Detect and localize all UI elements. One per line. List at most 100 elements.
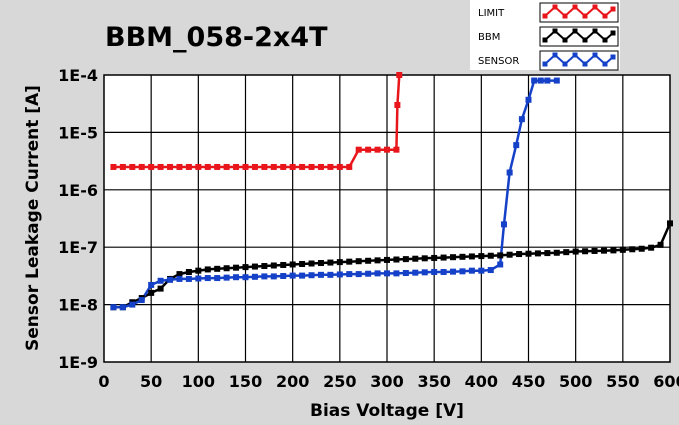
- sensor-data-point: [365, 270, 372, 277]
- sensor-data-point: [129, 301, 136, 308]
- bbm-data-point: [657, 241, 664, 248]
- bbm-data-point: [261, 263, 268, 270]
- limit-data-point: [280, 163, 287, 170]
- limit-data-point: [251, 163, 258, 170]
- bbm-data-point: [317, 260, 324, 267]
- limit-data-point: [167, 163, 174, 170]
- sensor-data-point: [384, 270, 390, 277]
- bbm-data-point: [525, 250, 532, 257]
- sensor-data-point: [412, 269, 419, 276]
- limit-data-point: [270, 163, 277, 170]
- bbm-data-point: [204, 266, 211, 273]
- bbm-data-point: [280, 261, 287, 268]
- legend-marker-sensor: [592, 52, 598, 58]
- sensor-data-point: [500, 221, 507, 228]
- bbm-data-point: [233, 264, 240, 271]
- bbm-data-point: [506, 251, 513, 258]
- sensor-data-point: [513, 142, 520, 149]
- limit-data-point: [148, 163, 155, 170]
- limit-data-point: [396, 72, 403, 78]
- legend-marker-limit: [542, 13, 548, 19]
- limit-data-point: [129, 163, 136, 170]
- limit-data-point: [119, 163, 126, 170]
- sensor-data-point: [261, 273, 268, 280]
- bbm-data-point: [591, 247, 598, 254]
- bbm-data-point: [308, 260, 315, 267]
- sensor-data-point: [518, 116, 525, 123]
- sensor-data-point: [317, 271, 324, 278]
- sensor-data-point: [336, 271, 343, 278]
- legend-marker-bbm: [592, 28, 598, 34]
- x-tick-label: 550: [606, 372, 639, 391]
- bbm-data-point: [431, 254, 438, 261]
- y-tick-label: 1E-8: [58, 296, 98, 315]
- limit-data-point: [384, 146, 390, 153]
- sensor-data-point: [270, 273, 277, 280]
- sensor-data-point: [289, 272, 296, 279]
- sensor-data-point: [327, 271, 334, 278]
- bbm-data-point: [327, 259, 334, 266]
- limit-data-point: [289, 163, 296, 170]
- bbm-data-point: [619, 246, 626, 253]
- sensor-data-point: [431, 268, 438, 275]
- sensor-data-point: [468, 267, 475, 274]
- legend-marker-limit: [552, 4, 558, 10]
- y-tick-label: 1E-4: [58, 66, 98, 85]
- bbm-data-point: [544, 250, 551, 257]
- bbm-data-point: [242, 264, 249, 271]
- bbm-data-point: [459, 253, 466, 260]
- limit-data-point: [233, 163, 240, 170]
- bbm-data-point: [516, 251, 523, 258]
- limit-data-point: [195, 163, 202, 170]
- legend-label-sensor: SENSOR: [478, 56, 519, 67]
- legend-marker-bbm: [602, 37, 608, 43]
- sensor-data-point: [223, 274, 230, 281]
- legend-marker-sensor: [542, 61, 548, 67]
- limit-data-point: [394, 102, 401, 109]
- legend-marker-bbm: [572, 28, 578, 34]
- x-tick-labels: 0 50 100 150 200 250 300 350 400 450 500 550 600: [98, 372, 679, 391]
- limit-data-point: [242, 163, 249, 170]
- legend-marker-bbm: [552, 28, 558, 34]
- bbm-data-point: [374, 257, 381, 264]
- sensor-data-point: [308, 272, 315, 279]
- sensor-data-point: [299, 272, 306, 279]
- x-tick-label: 350: [417, 372, 450, 391]
- bbm-data-point: [355, 258, 362, 265]
- bbm-data-point: [185, 268, 192, 275]
- sensor-data-point: [214, 275, 221, 282]
- limit-data-point: [185, 163, 192, 170]
- limit-data-point: [346, 163, 353, 170]
- sensor-data-point: [450, 268, 457, 275]
- sensor-data-point: [393, 270, 400, 277]
- limit-data-point: [204, 163, 211, 170]
- legend-marker-bbm: [562, 37, 568, 43]
- legend-marker-limit: [610, 6, 616, 12]
- x-tick-label: 500: [559, 372, 592, 391]
- sensor-data-point: [346, 271, 353, 278]
- bbm-data-point: [553, 249, 560, 256]
- bbm-data-point: [478, 253, 485, 260]
- bbm-data-point: [468, 253, 475, 260]
- series-points: [110, 72, 673, 311]
- x-tick-label: 400: [465, 372, 498, 391]
- bbm-data-point: [412, 255, 419, 262]
- bbm-data-point: [148, 289, 155, 296]
- limit-data-point: [355, 146, 362, 153]
- bbm-data-point: [365, 257, 372, 264]
- legend-marker-sensor: [562, 61, 568, 67]
- sensor-data-point: [544, 77, 551, 84]
- sensor-data-point: [110, 304, 117, 311]
- bbm-data-point: [157, 285, 164, 292]
- bbm-data-point: [610, 247, 617, 254]
- sensor-data-point: [506, 169, 513, 176]
- limit-data-point: [110, 163, 117, 170]
- limit-data-point: [157, 163, 164, 170]
- bbm-data-point: [667, 220, 673, 227]
- legend: LIMIT BBM SENSOR: [470, 0, 620, 71]
- legend-label-limit: LIMIT: [478, 8, 505, 19]
- x-tick-label: 0: [98, 372, 109, 391]
- sensor-data-point: [148, 281, 155, 288]
- bbm-data-point: [600, 247, 607, 254]
- bbm-data-point: [223, 265, 230, 272]
